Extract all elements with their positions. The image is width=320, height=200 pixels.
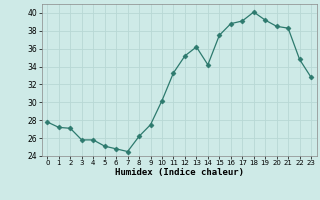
X-axis label: Humidex (Indice chaleur): Humidex (Indice chaleur) [115,168,244,177]
